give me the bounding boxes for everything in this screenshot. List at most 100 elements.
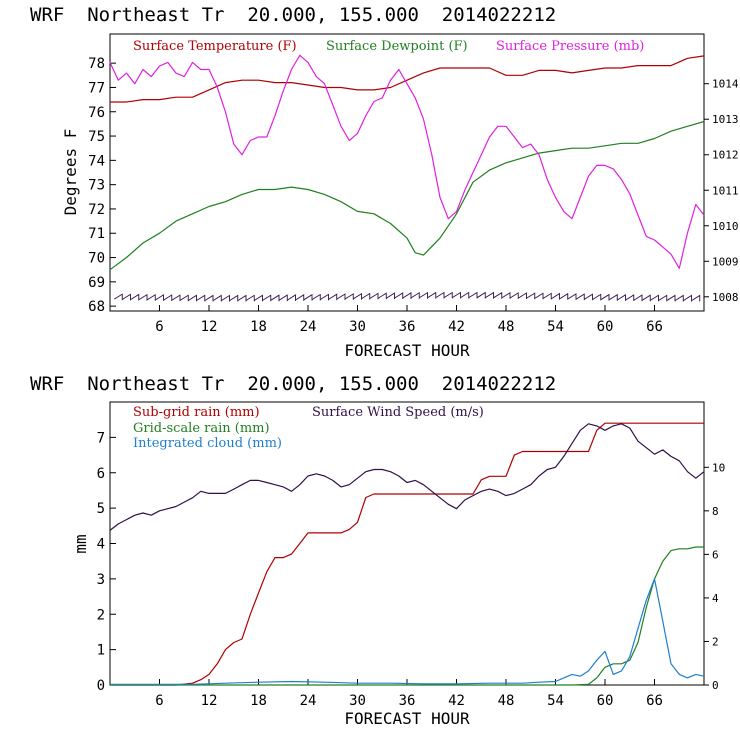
y-tick-label: 3	[97, 572, 105, 588]
wind-barb	[493, 291, 503, 299]
wind-barb	[501, 291, 511, 299]
y-axis-label: mm	[71, 534, 90, 553]
series-lines	[109, 422, 705, 686]
y-tick-label: 6	[97, 466, 105, 482]
y-axis-ticks: 68 69 70 71 72 73 74 75 76 77 78	[88, 56, 116, 315]
x-tick-label: 24	[300, 319, 317, 335]
series-line-grid-scale-rain-mm	[110, 546, 704, 686]
wind-barb	[369, 292, 379, 300]
wind-barb	[526, 292, 536, 300]
y-tick-label: 0	[97, 678, 105, 694]
series-lines	[109, 54, 705, 271]
x-tick-label: 42	[448, 693, 465, 709]
y-tick-label: 4	[97, 537, 105, 553]
right-tick-label: 1014	[712, 78, 739, 91]
y-tick-label: 78	[88, 56, 105, 72]
wind-barb	[180, 294, 189, 302]
wind-barb	[675, 294, 684, 302]
wind-barb	[419, 291, 428, 299]
wind-barb	[510, 292, 519, 299]
wind-barb	[683, 294, 692, 302]
x-tick-label: 48	[498, 693, 515, 709]
wind-barb	[378, 292, 387, 300]
wind-barb	[138, 293, 148, 301]
wind-barb	[213, 294, 222, 302]
x-tick-label: 12	[201, 319, 218, 335]
series-line-surface-temperature-f	[110, 55, 705, 103]
wind-barb	[452, 291, 461, 299]
right-tick-label: 8	[712, 505, 719, 518]
wind-barb	[336, 293, 346, 301]
right-tick-label: 1011	[712, 184, 739, 197]
wind-barb	[229, 294, 239, 302]
wind-barb	[237, 294, 247, 302]
panel-title: WRF Northeast Tr 20.000, 155.000 2014022…	[30, 4, 556, 26]
wind-barb	[171, 294, 181, 302]
wind-barb	[361, 292, 371, 300]
wind-barb	[353, 292, 362, 300]
wind-barb	[460, 291, 470, 299]
x-axis-ticks: 6 12 18 24 30 36 42 48 54 60 66	[155, 679, 663, 709]
wind-barb	[427, 291, 437, 299]
wind-barb	[534, 292, 544, 300]
series-line-surface-pressure-mb	[109, 54, 705, 269]
wind-barb	[254, 294, 263, 302]
right-tick-label: 10	[712, 461, 725, 474]
y-tick-label: 71	[88, 226, 105, 242]
wind-barb	[114, 293, 123, 301]
right-tick-label: 0	[712, 679, 719, 692]
right-tick-label: 1010	[712, 220, 739, 233]
x-tick-label: 12	[201, 693, 218, 709]
x-tick-label: 30	[349, 319, 366, 335]
y-tick-label: 7	[97, 430, 105, 446]
temperature-pressure-panel: WRF Northeast Tr 20.000, 155.000 2014022…	[30, 4, 739, 360]
y-tick-label: 1	[97, 643, 105, 659]
legend-pressure: Surface Pressure (mb)	[496, 39, 644, 54]
x-axis-ticks: 6 12 18 24 30 36 42 48 54 60 66	[155, 305, 663, 335]
wind-barb	[625, 294, 635, 301]
series-line-sub-grid-rain-mm	[110, 422, 704, 686]
x-tick-label: 42	[448, 319, 465, 335]
legend-subgrid-rain: Sub-grid rain (mm)	[133, 405, 260, 420]
legend-wind-speed: Surface Wind Speed (m/s)	[312, 405, 484, 420]
wind-barb	[666, 294, 676, 302]
wind-barb	[658, 294, 668, 302]
wind-barb	[600, 293, 610, 301]
right-axis-ticks: 1008 1009 1010 1011 1012 1013 1014	[704, 78, 739, 304]
y-tick-label: 76	[88, 105, 105, 121]
wind-barb	[633, 294, 643, 302]
wind-barb	[617, 294, 626, 301]
wind-barb	[444, 291, 453, 299]
wind-barb	[287, 294, 296, 301]
x-axis-label: FORECAST HOUR	[344, 341, 470, 360]
wind-barb	[592, 293, 602, 301]
plot-frame	[109, 33, 705, 312]
wind-barb	[147, 293, 156, 301]
wind-barb	[328, 293, 338, 301]
x-tick-label: 24	[300, 693, 317, 709]
x-tick-label: 18	[250, 693, 267, 709]
x-tick-label: 54	[547, 693, 564, 709]
right-tick-label: 6	[712, 548, 719, 561]
x-tick-label: 18	[250, 319, 267, 335]
y-tick-label: 75	[88, 129, 105, 145]
right-tick-label: 2	[712, 635, 719, 648]
x-tick-label: 54	[547, 319, 564, 335]
wind-barb	[642, 294, 651, 302]
y-tick-label: 77	[88, 80, 105, 96]
wind-barb	[402, 292, 412, 299]
wind-barb	[551, 292, 560, 300]
wind-barb	[345, 293, 354, 300]
y-tick-label: 72	[88, 202, 105, 218]
y-tick-label: 70	[88, 251, 105, 267]
series-line-surface-dewpoint-f	[109, 120, 705, 271]
x-tick-label: 6	[155, 693, 163, 709]
x-tick-label: 6	[155, 319, 163, 335]
y-tick-label: 68	[88, 299, 105, 315]
wind-barb	[270, 294, 280, 302]
series-line-integrated-cloud-mm	[110, 578, 705, 685]
series-line-surface-wind-speed-m-s	[109, 423, 705, 531]
panel-title: WRF Northeast Tr 20.000, 155.000 2014022…	[30, 373, 556, 395]
wind-barb	[221, 294, 230, 302]
wind-barb	[609, 293, 618, 301]
